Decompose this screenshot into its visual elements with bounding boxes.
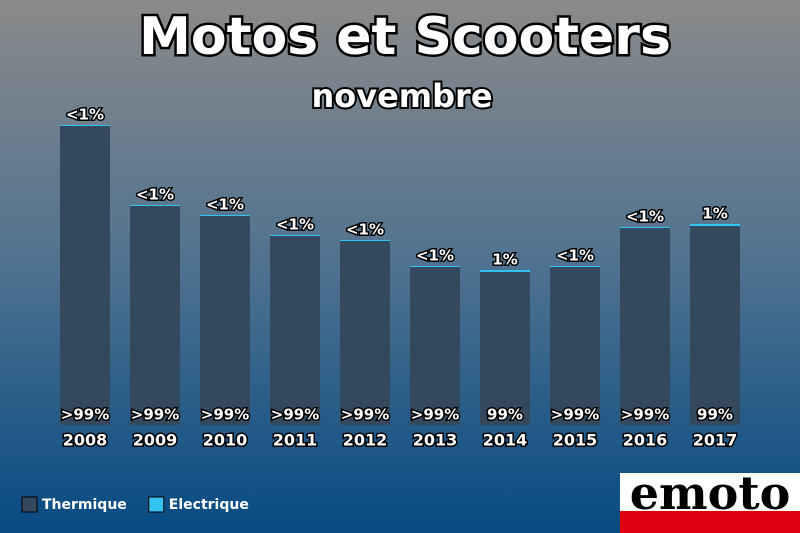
bar-segment (480, 270, 530, 272)
bar-segment (550, 267, 600, 425)
value-label: 1% (492, 251, 517, 269)
x-tick-label: 2017 (693, 431, 738, 450)
value-label: 1% (702, 205, 727, 223)
chart-subtitle: novembre (311, 77, 492, 115)
value-label: >99% (131, 406, 179, 424)
bar-segment (200, 215, 250, 216)
value-label: 99% (697, 406, 733, 424)
x-tick-label: 2008 (63, 431, 108, 450)
value-label: <1% (136, 186, 174, 204)
value-label: 99% (487, 406, 523, 424)
logo-band (620, 473, 800, 511)
x-tick-label: 2012 (343, 431, 388, 450)
bar-segment (60, 125, 110, 126)
bar-segment (410, 266, 460, 267)
value-label: <1% (206, 196, 244, 214)
bar-segment (60, 126, 110, 425)
bar-segment (130, 206, 180, 425)
bar-segment (340, 240, 390, 241)
value-label: >99% (61, 406, 109, 424)
value-label: <1% (416, 247, 454, 265)
bar-segment (130, 205, 180, 206)
value-label: >99% (621, 406, 669, 424)
x-tick-label: 2015 (553, 431, 598, 450)
bar-segment (340, 241, 390, 425)
bar-segment (410, 267, 460, 425)
value-label: >99% (271, 406, 319, 424)
bar-segment (270, 235, 320, 236)
logo-text: emoto (630, 466, 791, 520)
legend-swatch (21, 496, 38, 513)
value-label: >99% (411, 406, 459, 424)
value-label: <1% (346, 221, 384, 239)
bar-segment (480, 272, 530, 425)
value-label: <1% (66, 106, 104, 124)
value-label: <1% (626, 208, 664, 226)
x-tick-label: 2013 (413, 431, 458, 450)
legend-label: Thermique (42, 497, 127, 513)
value-label: >99% (201, 406, 249, 424)
value-label: <1% (276, 216, 314, 234)
x-tick-label: 2011 (273, 431, 318, 450)
bar-segment (620, 228, 670, 425)
value-label: <1% (556, 247, 594, 265)
x-tick-label: 2010 (203, 431, 248, 450)
legend-label: Electrique (169, 497, 249, 513)
bar-segment (200, 216, 250, 425)
x-tick-label: 2009 (133, 431, 178, 450)
legend-swatch (148, 496, 165, 513)
bar-segment (690, 226, 740, 425)
bar-segment (270, 236, 320, 425)
chart-title: Motos et Scooters (139, 7, 671, 67)
x-tick-label: 2014 (483, 431, 528, 450)
bar-segment (690, 224, 740, 226)
value-label: >99% (341, 406, 389, 424)
logo: emoto (620, 466, 800, 533)
bar-segment (550, 266, 600, 267)
x-tick-label: 2016 (623, 431, 668, 450)
bar-segment (620, 227, 670, 228)
value-label: >99% (551, 406, 599, 424)
